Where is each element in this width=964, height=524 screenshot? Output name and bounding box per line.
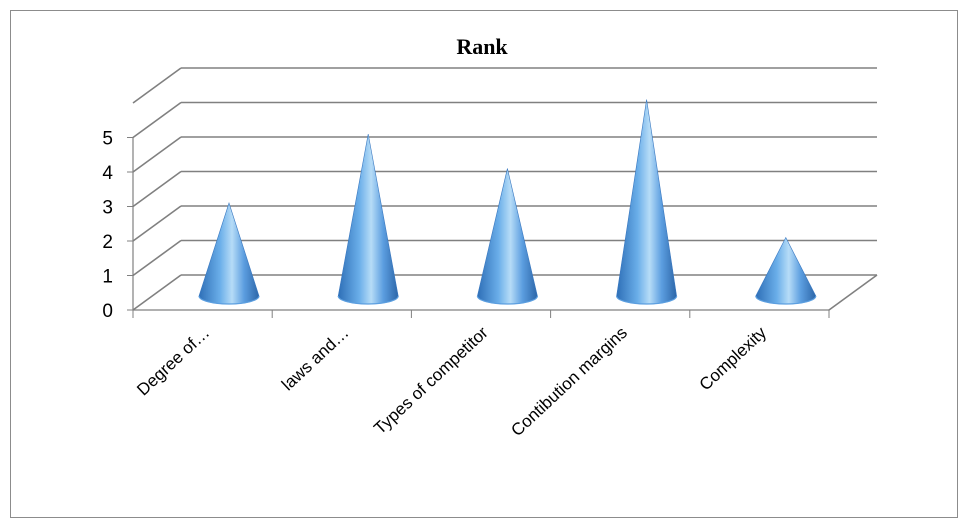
chart-frame [10,10,958,518]
cone-body [198,202,260,305]
cone-2 [337,133,399,305]
cone-3 [476,168,538,305]
gridline-side [132,239,182,277]
cone-body [755,236,817,305]
y-tick-label: 3 [102,198,113,219]
gridline-side [132,67,182,104]
cone-4 [616,99,678,305]
cone-base-rim [476,295,538,305]
y-tick-label: 5 [102,129,113,150]
cones [198,99,817,305]
y-tick-label: 4 [102,163,113,184]
floor-edge [828,274,878,311]
x-tick-label: Types of competitor [370,323,492,438]
cone-body [337,133,399,305]
x-tick-label: laws and… [278,323,352,394]
gridline-side [132,205,182,242]
gridline-side [132,274,182,311]
gridline-side [132,136,182,173]
cone-body [616,99,677,305]
cone-base-rim [337,295,399,305]
cone-base-rim [198,295,260,305]
y-tick-label: 0 [102,301,113,322]
x-tick-label: Complexity [696,323,771,395]
gridline-side [132,170,182,208]
cone-base-rim [755,295,817,305]
cone-body [477,168,538,305]
cone-base-rim [616,295,678,305]
chart-title: Rank [456,34,508,59]
gridline-side [132,101,182,139]
axes [127,137,878,318]
y-tick-label: 1 [102,267,113,288]
x-tick-label: Degree of… [133,323,213,399]
cone-1 [198,202,260,305]
x-tick-label: Contibution margins [507,323,631,440]
cone-5 [755,236,817,305]
y-tick-label: 2 [102,232,113,253]
gridlines [132,67,877,311]
